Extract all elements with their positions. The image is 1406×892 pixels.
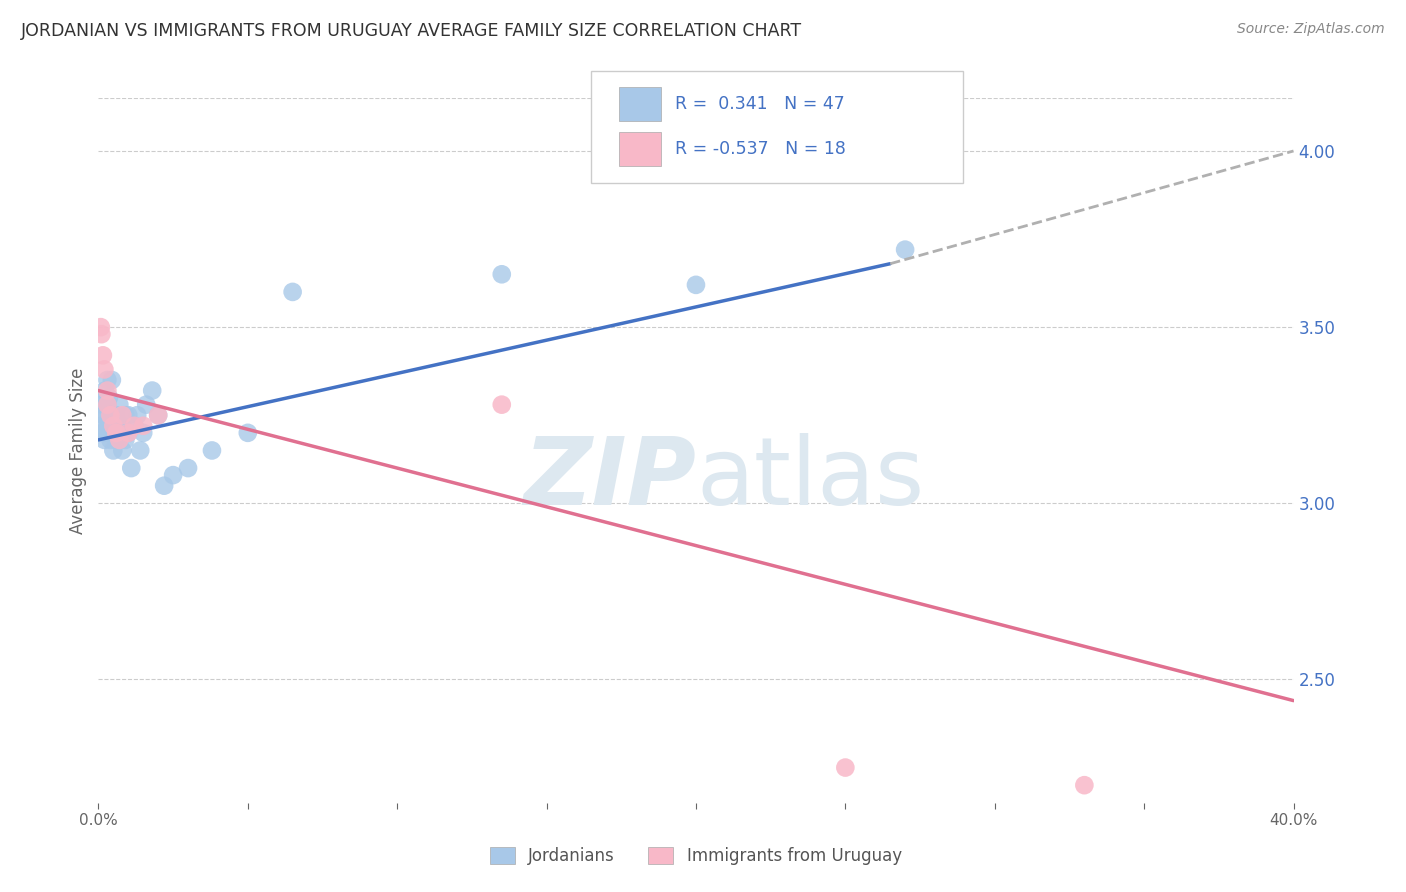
Point [91,398,114,412]
Point [103,418,125,433]
Point [91,348,114,362]
Point [98,408,122,422]
Point [93,408,115,422]
Text: ZIP: ZIP [523,433,696,524]
Point [117,425,139,440]
Text: R =  0.341   N = 47: R = 0.341 N = 47 [675,95,845,113]
Point [105,433,128,447]
Point [114,433,136,447]
Point [148,408,170,422]
Point [91,425,114,440]
Point [124,418,146,433]
Point [111,418,134,433]
Point [281,285,304,299]
Point [90,418,112,433]
Point [108,418,131,433]
Point [96,418,118,433]
Point [103,443,125,458]
Legend: Jordanians, Immigrants from Uruguay: Jordanians, Immigrants from Uruguay [484,840,908,872]
Point [491,268,513,282]
Point [94,425,117,440]
Point [132,425,155,440]
Point [108,398,131,412]
Point [105,425,128,440]
Point [135,398,157,412]
Point [93,362,115,376]
Point [101,373,124,387]
Point [96,398,118,412]
Point [120,461,142,475]
Point [103,418,125,433]
Y-axis label: Average Family Size: Average Family Size [69,368,87,533]
Text: R = -0.537   N = 18: R = -0.537 N = 18 [675,140,846,158]
Point [834,760,856,774]
Point [236,425,259,440]
Point [162,468,184,483]
Point [127,408,149,422]
Point [117,408,139,422]
Point [96,373,118,387]
Text: atlas: atlas [696,433,924,524]
Point [177,461,200,475]
Point [111,443,134,458]
Point [98,433,122,447]
Point [117,425,139,440]
Point [148,408,170,422]
Text: JORDANIAN VS IMMIGRANTS FROM URUGUAY AVERAGE FAMILY SIZE CORRELATION CHART: JORDANIAN VS IMMIGRANTS FROM URUGUAY AVE… [21,22,803,40]
Point [93,433,115,447]
Point [90,391,112,405]
Point [90,327,112,342]
Point [141,384,163,398]
Point [153,478,176,492]
Point [491,398,513,412]
Point [1073,778,1095,792]
Point [114,408,136,422]
Point [96,398,118,412]
Point [90,320,112,334]
Point [93,408,115,422]
Point [132,418,155,433]
Point [98,408,122,422]
Point [124,418,146,433]
Point [894,243,917,257]
Point [105,408,128,422]
Point [103,425,125,440]
Point [97,391,120,405]
Point [111,408,134,422]
Point [129,443,152,458]
Point [96,384,118,398]
Point [98,418,122,433]
Point [201,443,224,458]
Point [108,433,131,447]
Text: Source: ZipAtlas.com: Source: ZipAtlas.com [1237,22,1385,37]
Point [685,277,707,292]
Point [94,384,117,398]
